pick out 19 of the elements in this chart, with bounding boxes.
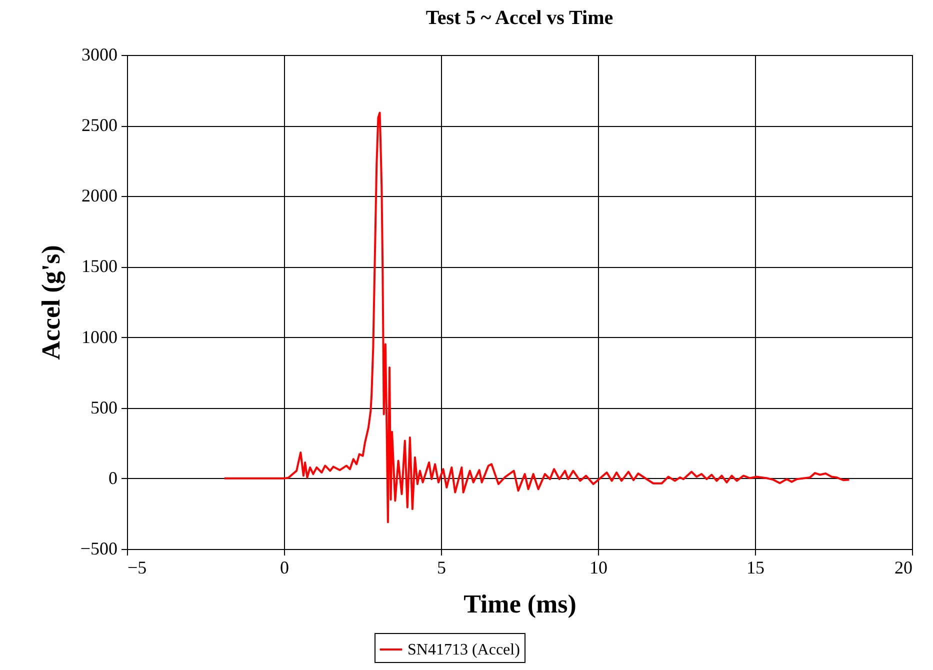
x-tick-label: 20	[894, 558, 912, 578]
line-series	[223, 112, 850, 524]
y-tick-label: 1500	[82, 256, 118, 276]
y-tick-label: 2000	[82, 186, 118, 206]
x-tick-label: 15	[746, 558, 764, 578]
x-tick-label: 5	[437, 558, 446, 578]
x-tick-label: 0	[280, 558, 289, 578]
y-tick-label: −500	[80, 538, 118, 558]
y-tick-label: 2500	[82, 115, 118, 136]
chart-title: Test 5 ~ Accel vs Time	[426, 7, 614, 29]
legend-label: SN41713 (Accel)	[408, 642, 520, 658]
x-tick-label: 10	[590, 558, 608, 578]
y-tick-label: 1000	[82, 326, 118, 347]
y-axis-title: Accel (g's)	[36, 245, 66, 360]
y-tick-label: 500	[90, 397, 118, 418]
x-tick-label: −5	[128, 558, 147, 578]
x-axis-title: Time (ms)	[464, 590, 576, 618]
y-tick-label: 3000	[82, 44, 118, 64]
y-tick-label: 0	[108, 468, 118, 488]
